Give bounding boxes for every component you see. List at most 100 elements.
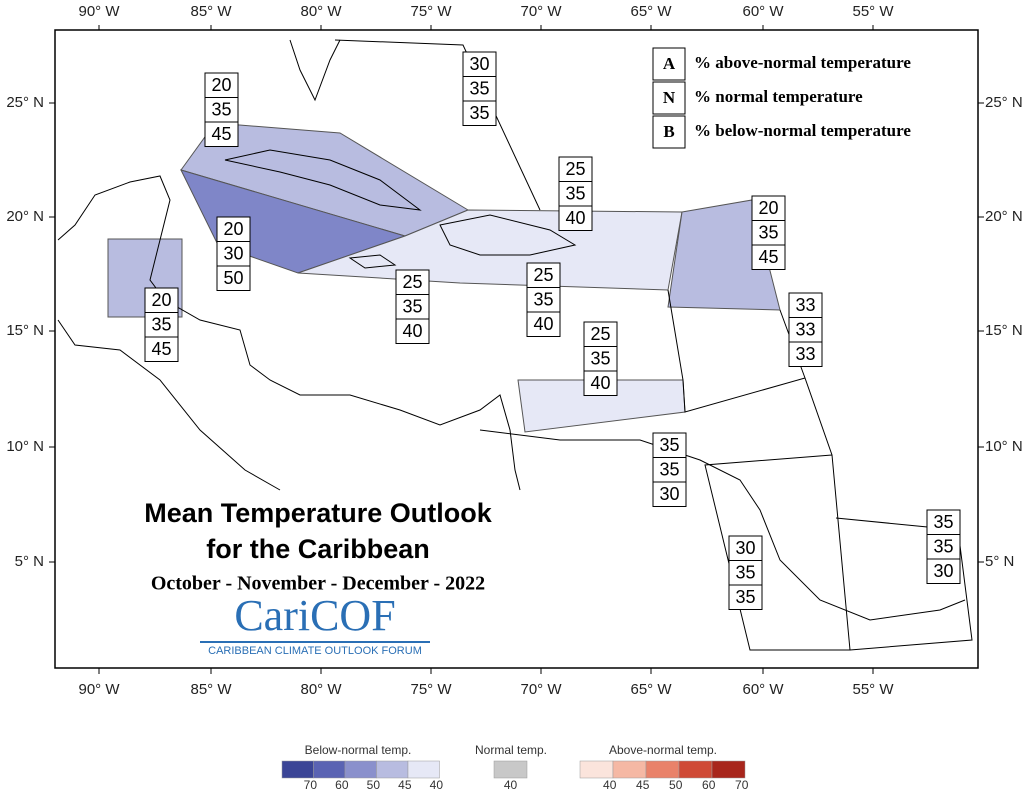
colorbar-tick: 60 (335, 778, 349, 791)
lat-label-left: 5° N (15, 553, 44, 570)
region-outline-guiana (835, 517, 973, 651)
key-box (652, 81, 686, 115)
prob-cell (788, 292, 823, 318)
lon-label-bottom: 55° W (852, 681, 894, 698)
prob-cell (788, 317, 823, 343)
prob-value: 35 (469, 103, 489, 123)
title: Mean Temperature Outlook (144, 498, 493, 528)
coastline-hispaniola (439, 214, 577, 256)
logo-name: CariCOF (234, 591, 395, 640)
subtitle: for the Caribbean (206, 534, 430, 564)
prob-cell (926, 558, 961, 584)
prob-cell (751, 220, 786, 246)
prob-cell (788, 341, 823, 367)
colorbar-cell (645, 760, 680, 779)
prob-cell (216, 265, 251, 291)
lon-label-top: 60° W (742, 3, 784, 20)
prob-cell (558, 205, 593, 231)
colorbar-cell (344, 760, 377, 779)
region-outline-mid (667, 289, 806, 413)
key-text: % below-normal temperature (694, 121, 911, 140)
prob-cell (395, 294, 430, 320)
colorbar-tick: 60 (702, 778, 716, 791)
lat-label-left: 10° N (6, 438, 44, 455)
prob-value: 40 (590, 373, 610, 393)
lat-label-left: 20° N (6, 208, 44, 225)
colorbar-cell (407, 760, 440, 779)
prob-cell (216, 241, 251, 267)
key-box (652, 115, 686, 149)
logo-tagline: CARIBBEAN CLIMATE OUTLOOK FORUM (208, 645, 422, 657)
prob-cell (395, 318, 430, 344)
prob-cell (926, 534, 961, 560)
coastline-pacific (57, 319, 281, 491)
prob-cell (144, 287, 179, 313)
prob-cell (751, 195, 786, 221)
colorbar-cell (678, 760, 713, 779)
prob-value: 45 (211, 124, 231, 144)
coastline-south-america (479, 429, 966, 621)
colorbar-cell (313, 760, 346, 779)
prob-cell (751, 244, 786, 270)
lon-label-bottom: 75° W (410, 681, 452, 698)
lat-label-right: 5° N (985, 553, 1014, 570)
colorbar-tick: 45 (636, 778, 650, 791)
prob-cell (583, 370, 618, 396)
prob-value: 30 (469, 54, 489, 74)
prob-value: 20 (758, 198, 778, 218)
prob-value: 25 (565, 159, 585, 179)
colorbar-cell (376, 760, 409, 779)
prob-value: 30 (223, 243, 243, 263)
prob-value: 33 (795, 319, 815, 339)
lon-label-top: 65° W (630, 3, 672, 20)
prob-value: 35 (590, 348, 610, 368)
prob-value: 30 (933, 561, 953, 581)
key-letter: A (663, 54, 676, 73)
prob-value: 35 (758, 222, 778, 242)
key-box (652, 47, 686, 81)
key-letter: N (663, 88, 676, 107)
colorbar-cell (711, 760, 746, 779)
prob-value: 45 (151, 339, 171, 359)
prob-cell (144, 336, 179, 362)
lon-label-bottom: 80° W (300, 681, 342, 698)
prob-value: 20 (151, 290, 171, 310)
prob-value: 30 (735, 538, 755, 558)
coastline-cuba (224, 149, 422, 211)
prob-cell (652, 457, 687, 483)
lon-label-bottom: 60° W (742, 681, 784, 698)
prob-value: 35 (211, 99, 231, 119)
lat-label-right: 10° N (985, 438, 1023, 455)
lat-label-left: 25° N (6, 94, 44, 111)
prob-value: 35 (565, 183, 585, 203)
prob-value: 35 (469, 78, 489, 98)
colorbar-tick: 45 (398, 778, 412, 791)
prob-cell (728, 584, 763, 610)
prob-value: 40 (533, 314, 553, 334)
prob-value: 30 (659, 484, 679, 504)
prob-cell (728, 560, 763, 586)
key-text: % above-normal temperature (694, 53, 911, 72)
prob-value: 35 (659, 435, 679, 455)
prob-value: 20 (223, 219, 243, 239)
lat-label-left: 15° N (6, 322, 44, 339)
lon-label-top: 90° W (78, 3, 120, 20)
colorbar-cell (493, 760, 528, 779)
lon-label-top: 70° W (520, 3, 562, 20)
prob-cell (558, 156, 593, 182)
lon-label-top: 55° W (852, 3, 894, 20)
prob-value: 45 (758, 247, 778, 267)
key-text: % normal temperature (694, 87, 863, 106)
prob-value: 35 (533, 289, 553, 309)
colorbar-label: Below-normal temp. (305, 743, 412, 757)
lon-label-top: 75° W (410, 3, 452, 20)
prob-cell (558, 181, 593, 207)
prob-cell (583, 321, 618, 347)
prob-value: 20 (211, 75, 231, 95)
coastline-jamaica (348, 254, 397, 269)
prob-cell (204, 121, 239, 147)
colorbar-label: Normal temp. (475, 743, 547, 757)
colorbar-cell (612, 760, 647, 779)
lon-label-top: 85° W (190, 3, 232, 20)
lon-label-bottom: 85° W (190, 681, 232, 698)
